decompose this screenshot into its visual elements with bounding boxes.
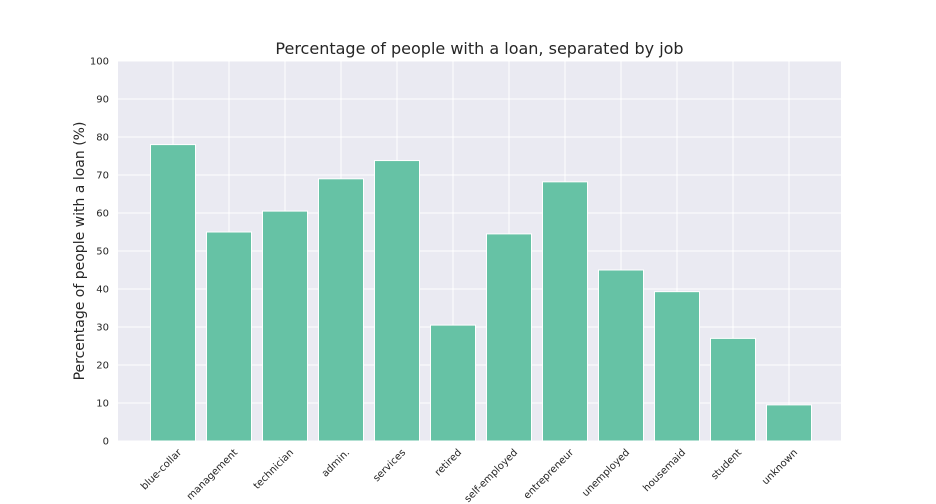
y-tick-label: 40 — [96, 285, 109, 296]
bar-admin — [318, 178, 364, 442]
y-tick-label: 10 — [96, 399, 109, 410]
bar-blue-collar — [150, 144, 196, 442]
y-axis-ticks: 0 10 20 30 40 50 60 70 80 90 100 — [90, 57, 109, 448]
x-tick-label: retired — [433, 447, 464, 478]
x-tick-label: admin. — [320, 447, 352, 479]
bars — [150, 144, 812, 442]
bar-retired — [430, 324, 476, 442]
x-tick-label: student — [709, 447, 744, 482]
bar-technician — [262, 210, 308, 442]
x-tick-label: self-employed — [463, 447, 520, 504]
y-tick-label: 50 — [96, 247, 109, 258]
x-axis-ticks: blue-collar management technician admin. ser… — [139, 447, 800, 504]
y-tick-label: 60 — [96, 209, 109, 220]
x-tick-label: technician — [252, 447, 296, 491]
chart-title: Percentage of people with a loan, separa… — [275, 39, 683, 58]
x-tick-label: housemaid — [641, 447, 688, 494]
bar-management — [206, 231, 252, 442]
y-tick-label: 30 — [96, 323, 109, 334]
y-tick-label: 100 — [90, 57, 109, 68]
x-tick-label: unemployed — [580, 447, 632, 499]
x-tick-label: entrepreneur — [522, 447, 577, 502]
bar-unknown — [766, 404, 812, 442]
x-tick-label: services — [371, 447, 408, 484]
y-tick-label: 80 — [96, 133, 109, 144]
y-axis-label: Percentage of people with a loan (%) — [72, 122, 88, 381]
bar-services — [374, 160, 420, 442]
x-tick-label: blue-collar — [139, 447, 185, 493]
y-tick-label: 70 — [96, 171, 109, 182]
y-tick-label: 20 — [96, 361, 109, 372]
bar-self-employed — [486, 233, 532, 442]
x-tick-label: management — [185, 447, 240, 502]
bar-unemployed — [598, 269, 644, 442]
bar-entrepreneur — [542, 181, 588, 442]
x-tick-label: unknown — [760, 447, 800, 487]
bar-student — [710, 337, 756, 442]
bar-housemaid — [654, 291, 700, 442]
y-tick-label: 0 — [103, 437, 109, 448]
y-tick-label: 90 — [96, 95, 109, 106]
